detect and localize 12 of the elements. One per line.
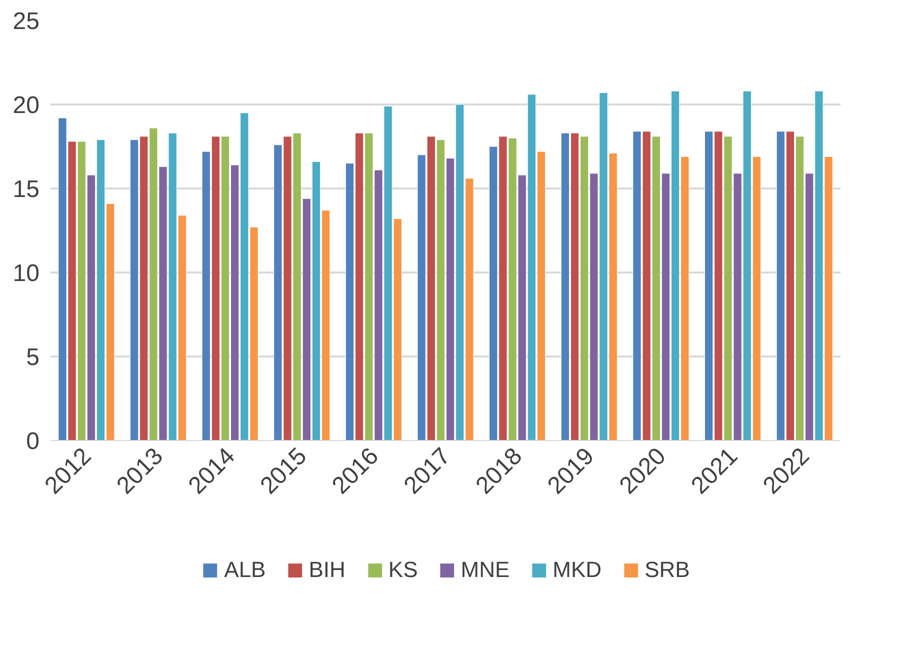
legend-label: BIH bbox=[308, 556, 346, 582]
legend-label: ALB bbox=[224, 556, 266, 582]
legend-label: MKD bbox=[552, 556, 602, 582]
legend-label: MNE bbox=[460, 556, 510, 582]
y-tick-label: 20 bbox=[12, 92, 40, 119]
legend-label: KS bbox=[388, 556, 418, 582]
y-tick-label: 0 bbox=[26, 428, 40, 455]
y-tick-label: 5 bbox=[26, 344, 40, 371]
legend-label: SRB bbox=[644, 556, 690, 582]
y-tick-label: 15 bbox=[12, 176, 40, 203]
y-tick-label: 25 bbox=[12, 8, 40, 35]
y-tick-label: 10 bbox=[12, 260, 40, 287]
